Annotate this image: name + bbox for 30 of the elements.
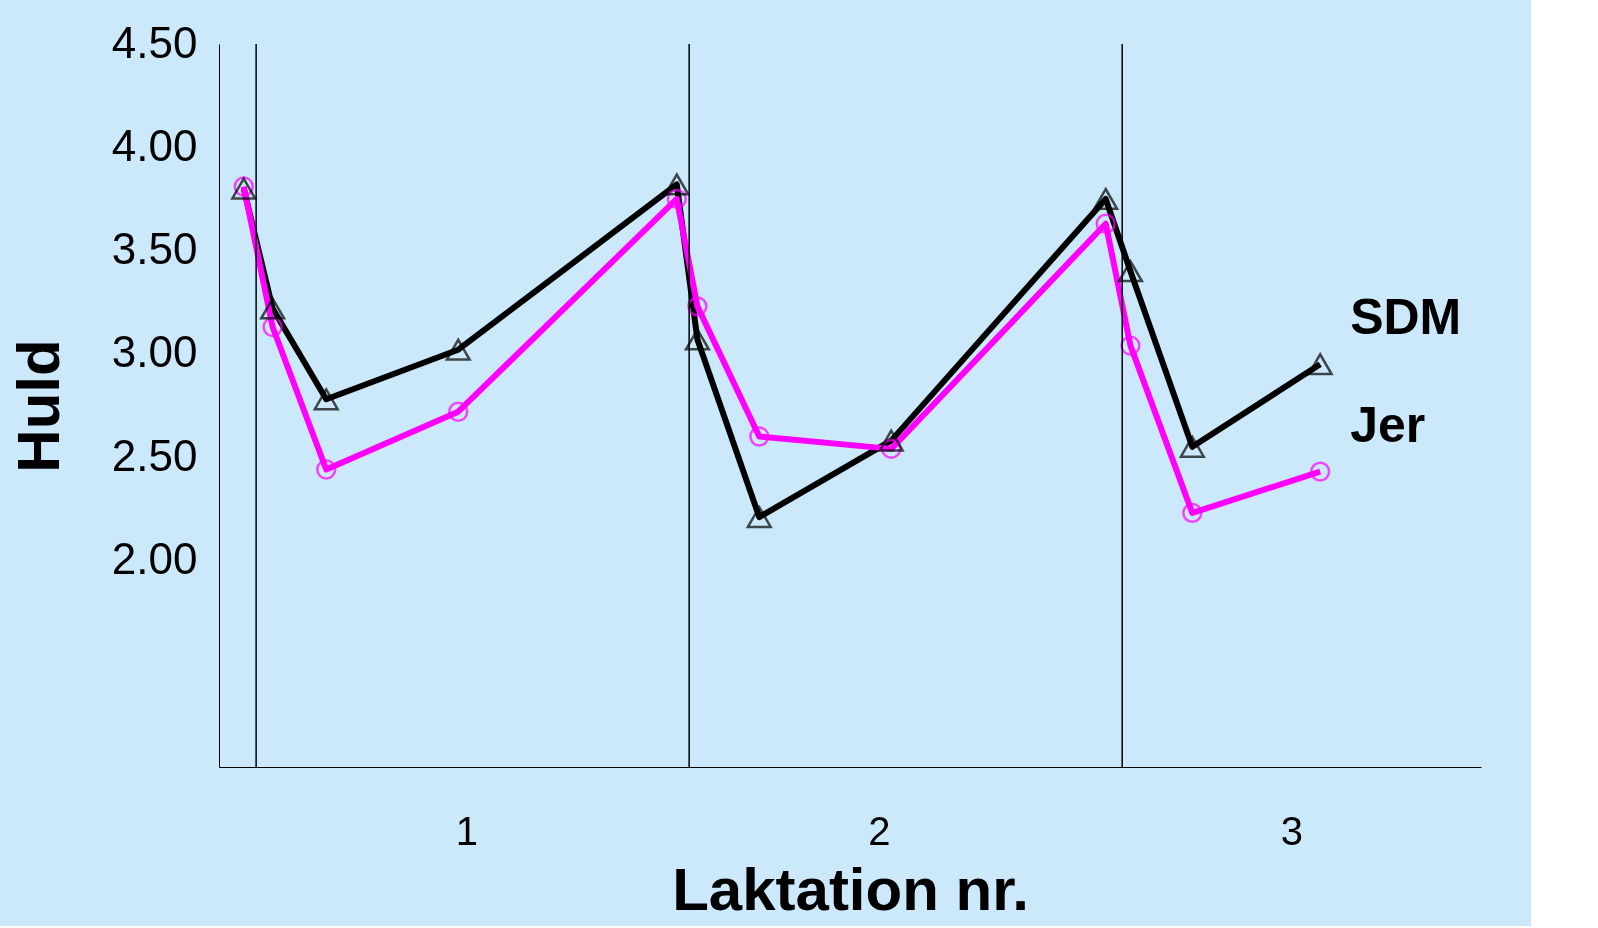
point	[448, 401, 469, 422]
point	[749, 426, 770, 447]
y-tick-label: 2.50	[111, 430, 198, 480]
point	[316, 459, 337, 480]
point	[1179, 435, 1205, 458]
point	[684, 328, 711, 351]
point	[259, 297, 286, 320]
series-label: Jer	[1350, 396, 1426, 453]
point	[1117, 260, 1144, 283]
point	[664, 173, 690, 196]
y-axis-title: Huld	[4, 339, 72, 473]
point	[878, 429, 904, 452]
point	[1095, 213, 1116, 234]
point	[1093, 187, 1119, 211]
x-tick-label: 3	[1280, 808, 1303, 853]
point	[1182, 502, 1203, 524]
x-axis-title: Laktation nr.	[672, 855, 1029, 923]
point	[746, 505, 772, 529]
point	[1307, 353, 1333, 376]
point	[1309, 461, 1331, 482]
y-tick-label: 4.00	[111, 120, 198, 170]
y-tick-label: 4.50	[111, 17, 198, 67]
series-label: SDM	[1350, 289, 1462, 346]
y-tick-label: 3.00	[111, 327, 198, 377]
y-tick-label: 3.50	[111, 224, 198, 274]
point	[313, 388, 339, 411]
point	[445, 338, 471, 361]
x-tick-label: 2	[868, 808, 891, 853]
y-tick-label: 2.00	[111, 533, 198, 583]
x-tick-label: 1	[455, 808, 479, 853]
